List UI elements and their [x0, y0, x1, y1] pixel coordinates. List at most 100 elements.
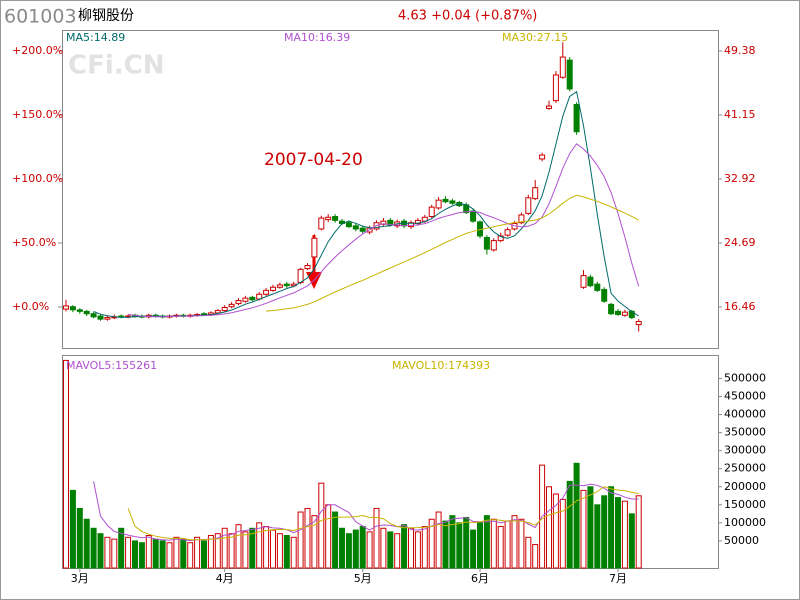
volume-bar — [525, 536, 532, 569]
volume-bar — [442, 520, 449, 569]
annotation: 2007-04-20 — [264, 150, 363, 170]
candle-body — [546, 105, 552, 109]
candle-body — [449, 200, 456, 204]
volume-bar — [180, 538, 187, 569]
candle-body — [580, 275, 587, 288]
candle-body — [532, 187, 539, 200]
volume-bar — [256, 522, 263, 569]
volume-bar — [559, 498, 566, 569]
volume-bar — [414, 531, 421, 569]
volume-bar — [359, 525, 366, 569]
y-tick-label: 50000 — [724, 534, 759, 547]
volume-bar — [463, 516, 470, 569]
volume-bar — [332, 511, 339, 569]
volume-bar — [394, 533, 401, 569]
volume-bar — [201, 540, 207, 569]
ma-line — [93, 481, 639, 542]
volume-bar — [104, 536, 111, 569]
volume-bar — [373, 507, 380, 569]
candle-body — [573, 104, 580, 133]
volume-bar — [339, 527, 345, 569]
volume-bar — [118, 527, 125, 569]
volume-bar — [276, 533, 283, 569]
x-tick-label: 4月 — [216, 572, 234, 585]
candle-body — [566, 59, 573, 90]
candle-body — [283, 283, 290, 287]
ma-label: MA10:16.39 — [284, 31, 350, 44]
y2-tick-label: +200.0% — [12, 44, 63, 57]
candle-body — [435, 199, 442, 209]
candle-body — [359, 227, 366, 232]
volume-bar — [587, 486, 594, 569]
candle-body — [97, 315, 104, 320]
volume-bar — [283, 535, 290, 569]
candle-body — [318, 217, 325, 230]
volume-bar — [594, 504, 601, 569]
y-tick-label: 500000 — [724, 371, 766, 384]
volume-bar — [490, 518, 497, 569]
volume-bar — [352, 529, 359, 569]
y2-tick-label: +0.0% — [12, 300, 49, 313]
x-tick-label: 5月 — [354, 572, 372, 585]
y2-tick-label: +150.0% — [12, 108, 63, 121]
volume-bar — [345, 533, 352, 569]
candle-body — [428, 206, 435, 217]
volume-bar — [566, 480, 573, 569]
candle-body — [552, 74, 559, 102]
volume-bar — [546, 486, 552, 569]
volume-bar — [111, 538, 118, 569]
candle-body — [352, 225, 359, 230]
y-tick-label: 150000 — [724, 498, 766, 511]
candle-body — [504, 229, 511, 236]
volume-bar — [221, 527, 228, 569]
y-tick-label: 49.38 — [724, 44, 756, 57]
price-panel — [62, 30, 719, 349]
candle-body — [615, 310, 621, 315]
volume-bar — [477, 522, 483, 569]
candle-body — [221, 306, 228, 312]
candle-body — [276, 284, 283, 288]
volume-bar — [207, 535, 214, 569]
candle-body — [270, 286, 276, 291]
x-tick-label: 6月 — [471, 572, 489, 585]
volume-bar — [449, 515, 456, 569]
candle-body — [635, 320, 642, 326]
y2-tick-label: +50.0% — [12, 236, 56, 249]
y-tick-label: 100000 — [724, 516, 766, 529]
volume-bar — [435, 511, 442, 569]
candle-body — [325, 216, 332, 221]
volume-bar — [166, 542, 173, 569]
volume-bar — [456, 522, 463, 569]
candle-body — [69, 306, 76, 311]
volume-bar — [187, 542, 194, 569]
volume-bar — [518, 518, 525, 569]
quote: 4.63 +0.04 (+0.87%) — [398, 9, 537, 24]
volume-bar — [511, 515, 518, 569]
volume-bar — [214, 533, 221, 569]
candle-body — [594, 283, 601, 291]
candle-body — [608, 303, 615, 315]
volume-bar — [304, 507, 311, 569]
volume-bar — [235, 524, 242, 569]
volume-bar — [145, 535, 152, 569]
volume-bar — [249, 527, 256, 569]
candle-body — [104, 317, 111, 320]
volume-bar — [483, 515, 490, 569]
volume-bar — [573, 462, 580, 569]
ma-label: MAVOL5:155261 — [66, 359, 157, 372]
ma-label: MAVOL10:174393 — [392, 359, 490, 372]
volume-bar — [311, 515, 318, 569]
candle-body — [304, 264, 311, 270]
volume-bar — [228, 533, 235, 569]
candle-body — [518, 214, 525, 224]
y-tick-label: 32.92 — [724, 172, 756, 185]
volume-bar — [380, 527, 387, 569]
volume-bar — [159, 540, 166, 569]
x-tick-label: 7月 — [609, 572, 627, 585]
ma-line — [127, 486, 639, 541]
candle-body — [263, 289, 270, 295]
candle-body — [470, 210, 477, 222]
volume-bar — [132, 540, 138, 569]
